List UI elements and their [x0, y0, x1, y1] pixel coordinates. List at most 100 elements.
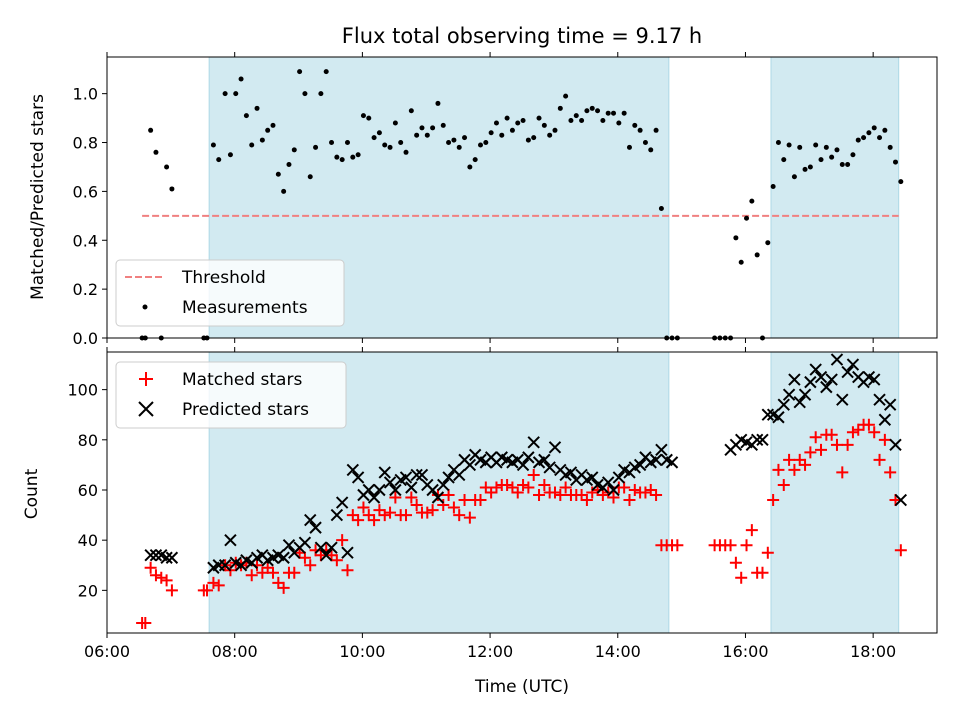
top-y-tick-label: 0.4	[73, 231, 98, 250]
matched-star-point	[575, 489, 588, 502]
predicted-star-point	[314, 541, 328, 554]
predicted-star-point	[820, 380, 833, 394]
predicted-star-point	[389, 483, 402, 497]
matched-star-point	[538, 478, 551, 491]
predicted-star-point	[325, 541, 338, 554]
matched-star-point	[463, 511, 476, 524]
matched-star-point	[527, 468, 540, 481]
bottom-x-tick-label: 18:00	[850, 642, 896, 661]
measurement-point	[216, 157, 222, 163]
measurement-point	[658, 205, 664, 211]
top-shaded-interval	[770, 56, 900, 339]
measurement-point	[398, 140, 404, 146]
measurement-point	[807, 164, 813, 170]
predicted-star-point	[442, 471, 455, 484]
measurement-point	[531, 135, 537, 141]
matched-star-point	[357, 501, 370, 514]
top-axes: 0.0 0.2 0.4 0.6 0.8 1.0	[73, 52, 874, 348]
bottom-x-tick-label: 14:00	[595, 642, 641, 661]
predicted-star-point	[782, 388, 796, 401]
measurement-point	[281, 188, 287, 194]
matched-star-point	[517, 478, 530, 491]
top-y-tick-label: 0.8	[73, 134, 98, 153]
predicted-star-point	[383, 476, 397, 489]
top-legend: Threshold Measurements	[115, 259, 345, 327]
measurement-point	[467, 164, 473, 170]
top-panel: 0.0 0.2 0.4 0.6 0.8 1.0 Matched/Predicted sta…	[28, 52, 938, 348]
matched-star-point	[485, 486, 498, 499]
measurement-point	[589, 105, 595, 111]
matched-star-point	[405, 491, 418, 504]
measurement-point	[265, 127, 271, 133]
matched-star-point	[442, 489, 455, 502]
measurement-point	[210, 142, 216, 148]
measurement-point	[169, 186, 175, 192]
measurement-point	[541, 122, 547, 128]
matched-star-point	[852, 423, 865, 436]
bottom-panel: 06:00 08:00 10:00 12:00 14:00 16:00 18:00 20 40 6…	[22, 347, 938, 661]
measurement-point	[424, 132, 430, 138]
matched-star-point	[426, 504, 439, 517]
matched-star-point	[554, 489, 567, 502]
predicted-star-point	[548, 441, 562, 454]
predicted-star-point	[367, 491, 381, 504]
measurement-point	[376, 130, 382, 136]
matched-star-point	[628, 483, 641, 496]
matched-star-point	[304, 559, 317, 572]
matched-star-point	[793, 453, 806, 466]
measurement-point	[307, 174, 313, 180]
matched-star-point	[586, 486, 599, 499]
measurement-point	[563, 93, 569, 99]
measurement-point	[749, 198, 755, 204]
matched-star-point	[596, 489, 609, 502]
matched-star-point	[884, 466, 897, 479]
matched-star-point	[740, 539, 753, 552]
predicted-star-point	[160, 551, 173, 564]
predicted-star-point	[405, 481, 418, 494]
measurement-point	[536, 115, 542, 121]
matched-star-point	[815, 443, 828, 456]
matched-star-point	[256, 566, 269, 579]
matched-star-point	[501, 478, 514, 491]
measurement-point	[552, 127, 558, 133]
predicted-star-point	[846, 358, 860, 371]
measurement-point	[770, 184, 776, 190]
matched-star-point	[368, 514, 381, 527]
measurement-point	[595, 108, 601, 114]
top-axes-frame	[106, 56, 938, 339]
bottom-legend-box	[115, 361, 347, 429]
predicted-star-point	[543, 461, 556, 474]
measurement-point	[387, 144, 393, 150]
measurement-point	[791, 174, 797, 180]
measurement-point	[887, 144, 893, 150]
matched-star-point	[735, 571, 748, 584]
measurement-point	[313, 144, 319, 150]
matched-star-point	[490, 481, 503, 494]
matched-star-point	[352, 514, 365, 527]
predicted-star-point	[841, 365, 854, 379]
bottom-x-tick-label: 06:00	[84, 642, 130, 661]
matched-star-point	[506, 481, 519, 494]
predicted-star-point	[426, 483, 439, 497]
measurement-point	[829, 154, 835, 160]
predicted-star-point	[586, 471, 599, 484]
predicted-star-point	[772, 411, 785, 424]
matched-star-point	[261, 561, 274, 574]
predicted-star-point	[378, 466, 391, 479]
measurement-point	[270, 122, 276, 128]
matched-star-point	[245, 569, 258, 582]
predicted-star-point	[601, 476, 615, 489]
matched-star-point	[799, 458, 812, 471]
measurement-point	[451, 137, 457, 143]
predicted-star-point	[868, 373, 881, 386]
measurement-point	[440, 122, 446, 128]
predicted-star-point	[516, 458, 530, 472]
matched-star-point	[804, 446, 817, 459]
matched-star-point	[878, 433, 891, 446]
measurement-point	[754, 252, 760, 258]
predicted-star-point	[655, 443, 668, 457]
matched-legend-marker	[139, 372, 153, 386]
chart-title: Flux total observing time = 9.17 h	[342, 24, 702, 48]
measurement-point	[366, 115, 372, 121]
